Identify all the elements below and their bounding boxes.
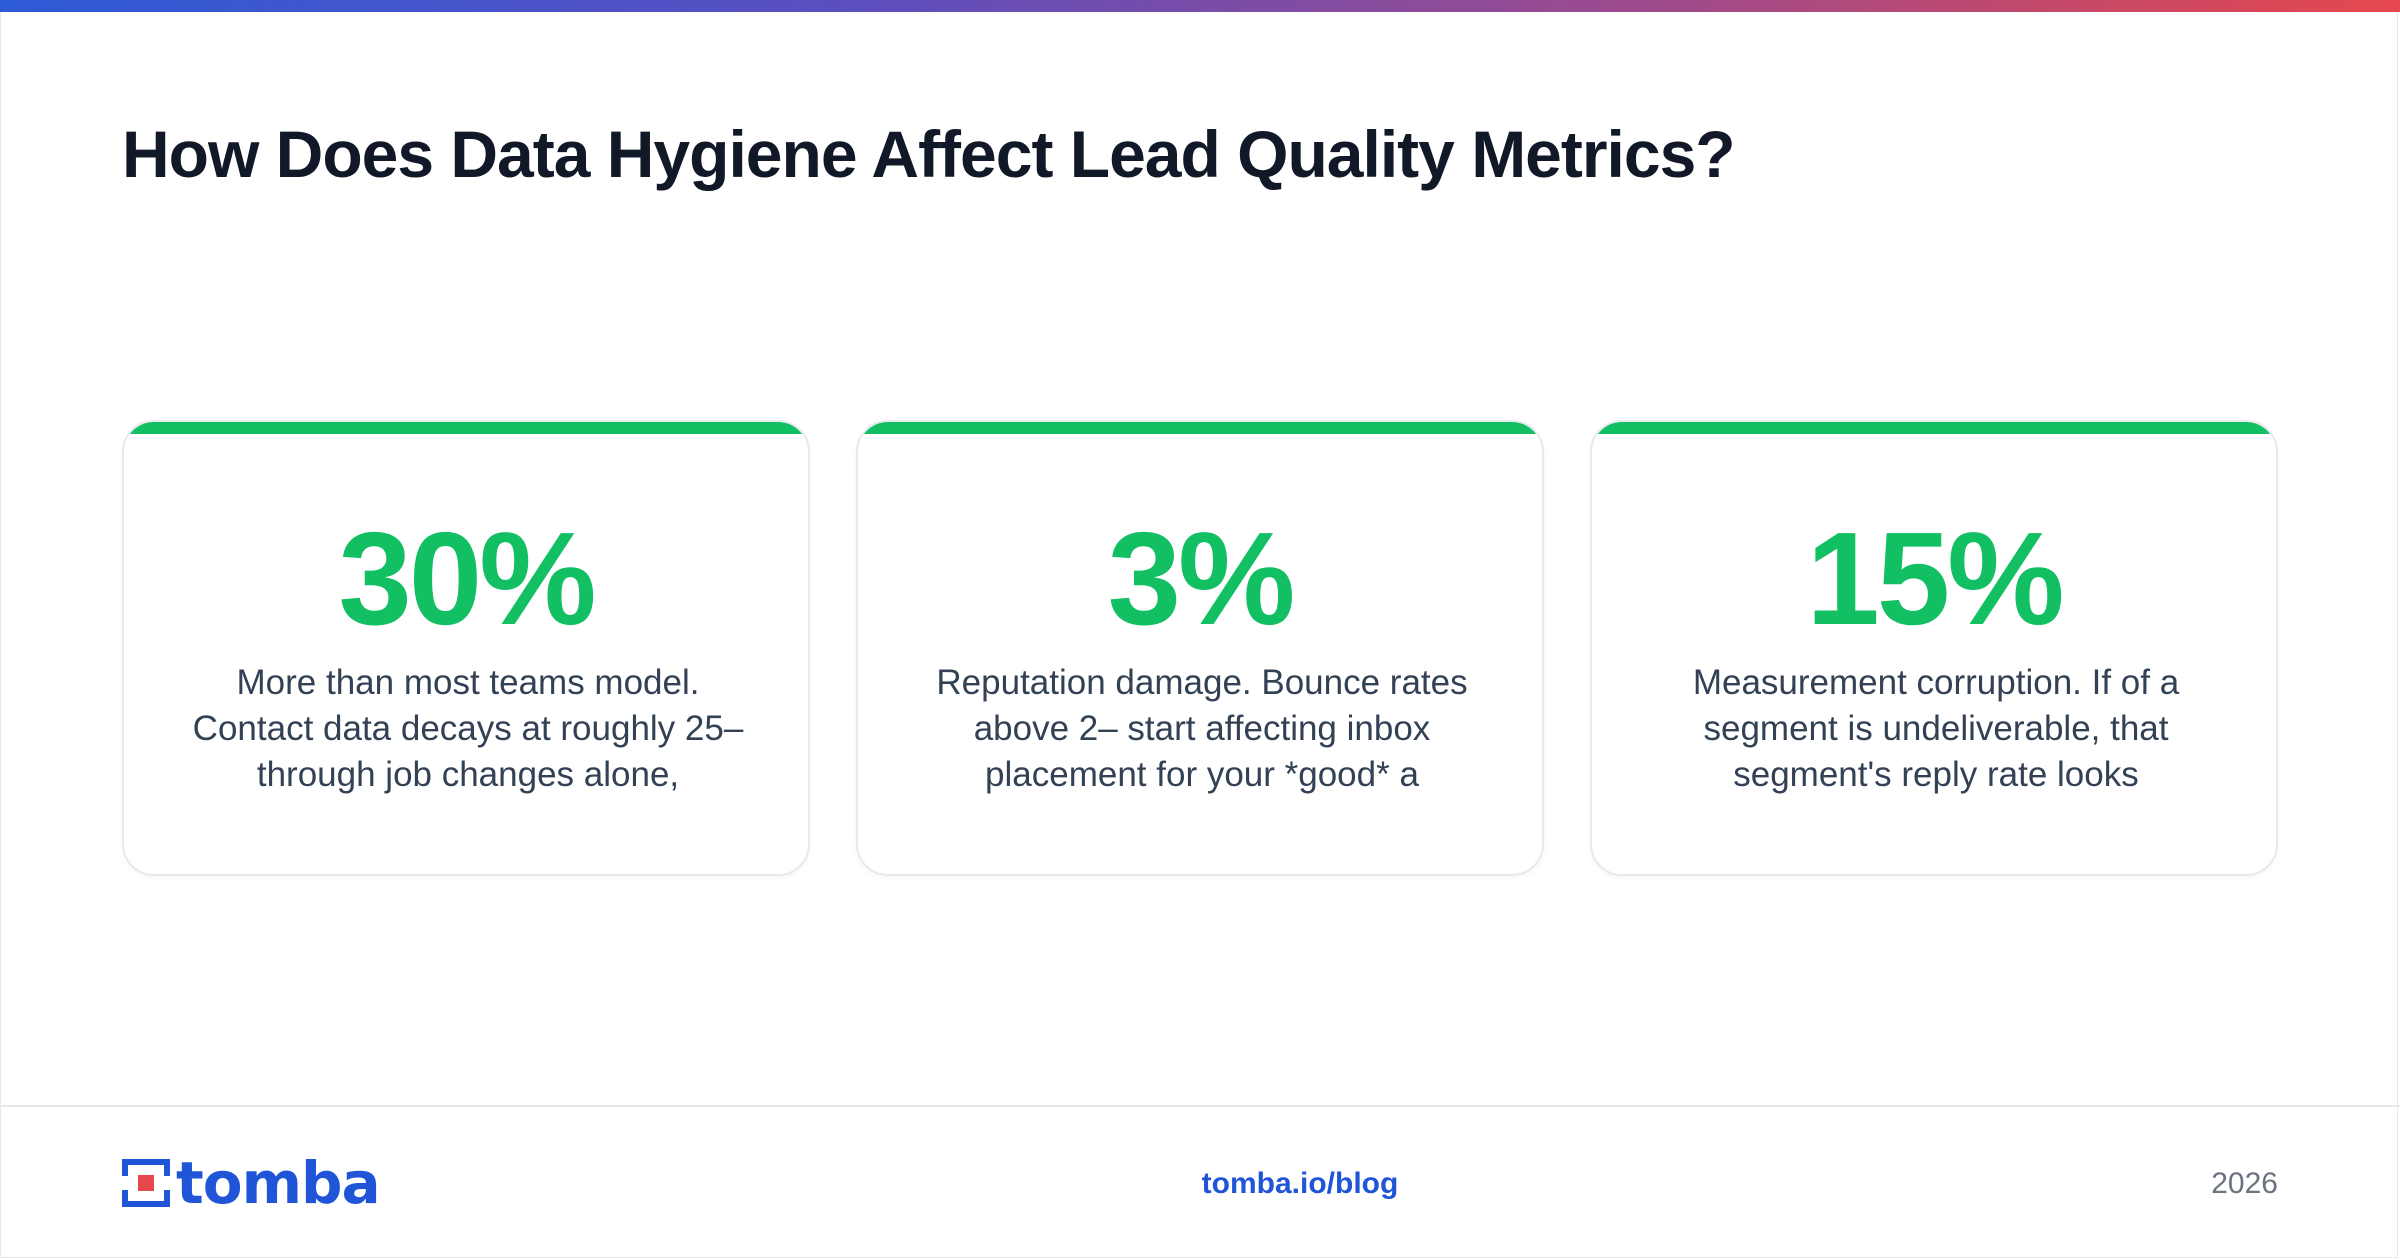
tomba-logo-icon <box>122 1159 170 1207</box>
card-accent-bar <box>858 422 1542 434</box>
tomba-logo[interactable]: tomba <box>122 1149 381 1217</box>
blog-link[interactable]: tomba.io/blog <box>1201 1167 1399 1200</box>
card-accent-bar <box>124 422 808 434</box>
description-line: above 2– start affecting inbox <box>973 709 1431 748</box>
stat-value: 15% <box>1806 505 2064 652</box>
stat-value: 3% <box>1107 505 1296 652</box>
stat-card-2: 3% Reputation damage. Bounce rates above… <box>856 420 1544 876</box>
stat-description: Reputation damage. Bounce rates above 2–… <box>898 660 1506 798</box>
description-line: through job changes alone, <box>256 755 680 794</box>
logo-wordmark: tomba <box>176 1149 381 1217</box>
card-accent-bar <box>1592 422 2276 434</box>
description-line: More than most teams model. <box>236 663 700 702</box>
description-line: Measurement corruption. If of a <box>1692 663 2180 702</box>
footer-year: 2026 <box>2211 1167 2278 1200</box>
description-line: segment is undeliverable, that <box>1703 709 2169 748</box>
stat-card-3: 15% Measurement corruption. If of a segm… <box>1590 420 2278 876</box>
description-line: segment's reply rate looks <box>1733 755 2139 794</box>
stat-card-1: 30% More than most teams model. Contact … <box>122 420 810 876</box>
description-line: Contact data decays at roughly 25– <box>192 709 744 748</box>
page-title: How Does Data Hygiene Affect Lead Qualit… <box>122 117 1736 191</box>
stat-cards: 30% More than most teams model. Contact … <box>122 420 2278 876</box>
footer-divider <box>0 1105 2400 1107</box>
stat-description: Measurement corruption. If of a segment … <box>1632 660 2240 798</box>
stat-description: More than most teams model. Contact data… <box>164 660 772 798</box>
stat-value: 30% <box>338 505 596 652</box>
description-line: placement for your *good* a <box>985 755 1419 794</box>
top-gradient-bar <box>0 0 2400 12</box>
description-line: Reputation damage. Bounce rates <box>936 663 1468 702</box>
